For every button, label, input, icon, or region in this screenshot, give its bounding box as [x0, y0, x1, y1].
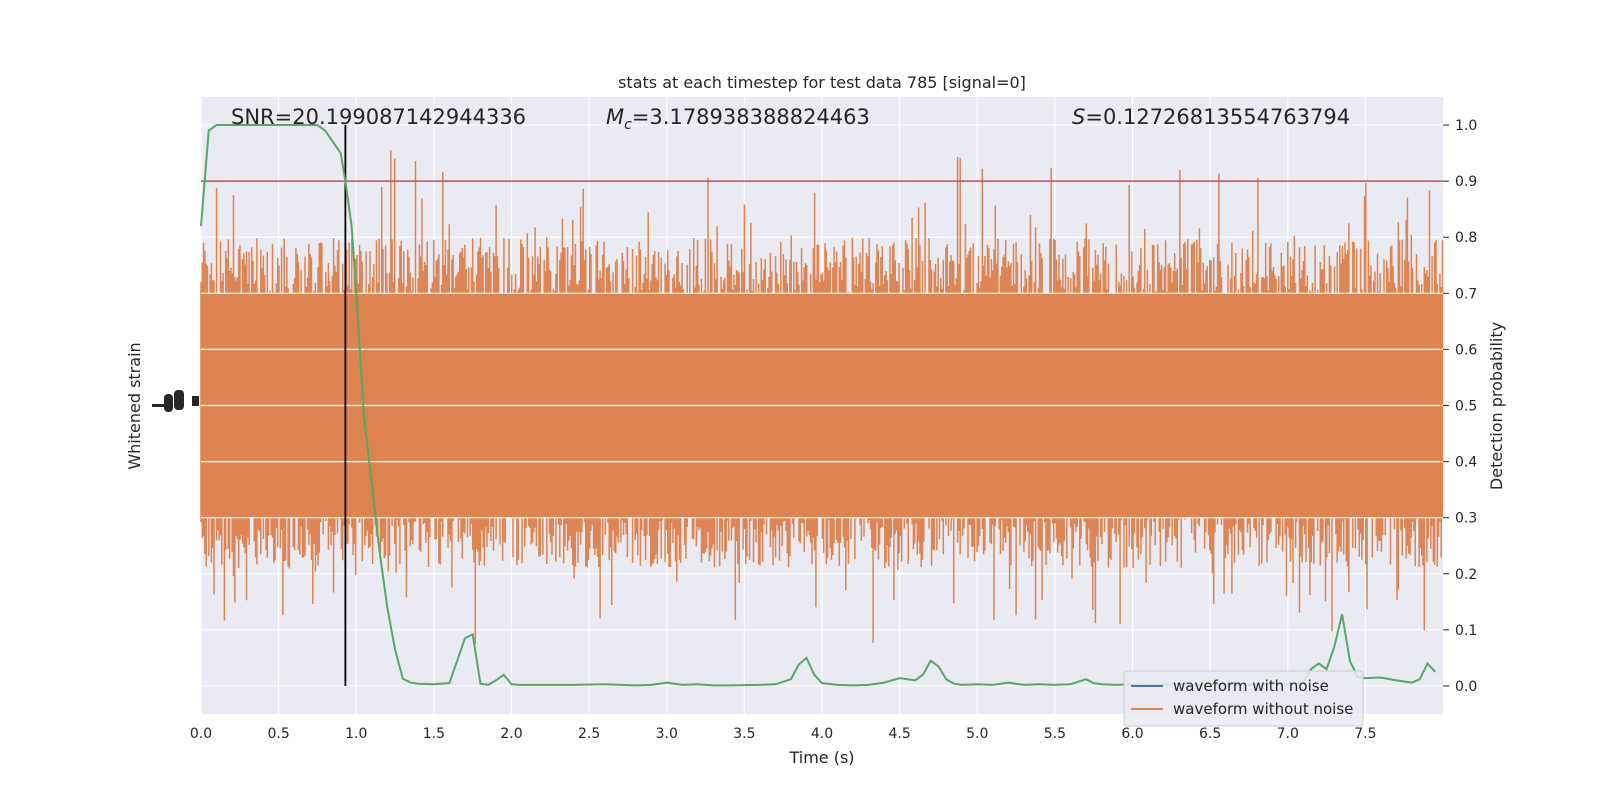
- left-axis-tick-glyphs: [152, 390, 199, 412]
- chirp-mass-subscript: c: [624, 117, 632, 133]
- x-axis-label: Time (s): [788, 748, 854, 767]
- y-tick-label: 0.2: [1455, 567, 1477, 583]
- y-tick-label: 0.3: [1455, 511, 1477, 527]
- x-tick-label: 7.0: [1277, 726, 1299, 742]
- x-tick-label: 5.0: [966, 726, 988, 742]
- x-tick-label: 4.5: [888, 726, 910, 742]
- chirp-mass-annotation: Mc=3.178938388824463: [606, 105, 870, 133]
- x-tick-label: 1.5: [423, 726, 445, 742]
- x-tick-label: 6.5: [1199, 726, 1221, 742]
- chirp-mass-symbol: M: [606, 105, 624, 129]
- x-tick-label: 0.5: [267, 726, 289, 742]
- y-tick-label: 0.7: [1455, 286, 1477, 302]
- legend-label-waveform-without-noise: waveform without noise: [1173, 700, 1353, 718]
- x-tick-label: 5.5: [1044, 726, 1066, 742]
- y-axis-right-label: Detection probability: [1487, 322, 1506, 490]
- x-tick-label: 1.0: [345, 726, 367, 742]
- y-tick-label: 0.4: [1455, 455, 1477, 471]
- snr-annotation: SNR=20.199087142944336: [231, 105, 526, 129]
- series-waveform-without-noise: [200, 150, 1444, 645]
- x-tick-label: 3.5: [733, 726, 755, 742]
- x-tick-label: 0.0: [190, 726, 212, 742]
- legend-frame: [1123, 670, 1364, 727]
- x-tick-label: 4.0: [811, 726, 833, 742]
- legend: waveform with noise waveform without noi…: [1123, 670, 1364, 727]
- x-tick-label: 2.0: [500, 726, 522, 742]
- spin-symbol: S: [1072, 105, 1085, 129]
- x-tick-label: 2.5: [578, 726, 600, 742]
- chart-title: stats at each timestep for test data 785…: [618, 73, 1026, 92]
- y-tick-label: 0.9: [1455, 174, 1477, 190]
- spin-annotation: S=0.12726813554763794: [1072, 105, 1350, 129]
- y-tick-label: 1.0: [1455, 118, 1477, 134]
- x-axis-ticks: 0.0 0.5 1.0 1.5 2.0 2.5 3.0 3.5 4.0 4.5 5.0 5.5 6.0 6…: [190, 726, 1377, 742]
- y-axis-right-ticks: 0.0 0.1 0.2 0.3 0.4 0.5 0.6 0.7 0.8 0.9 1.0: [1443, 118, 1477, 695]
- y-tick-label: 0.1: [1455, 623, 1477, 639]
- legend-label-waveform-with-noise: waveform with noise: [1173, 677, 1329, 695]
- y-axis-left-label: Whitened strain: [125, 342, 144, 469]
- y-tick-label: 0.8: [1455, 230, 1477, 246]
- y-tick-label: 0.6: [1455, 342, 1477, 358]
- chirp-mass-value: =3.178938388824463: [632, 105, 870, 129]
- x-tick-label: 3.0: [656, 726, 678, 742]
- y-tick-label: 0.0: [1455, 679, 1477, 695]
- x-tick-label: 6.0: [1121, 726, 1143, 742]
- y-tick-label: 0.5: [1455, 399, 1477, 415]
- spin-value: =0.12726813554763794: [1085, 105, 1350, 129]
- x-tick-label: 7.5: [1354, 726, 1376, 742]
